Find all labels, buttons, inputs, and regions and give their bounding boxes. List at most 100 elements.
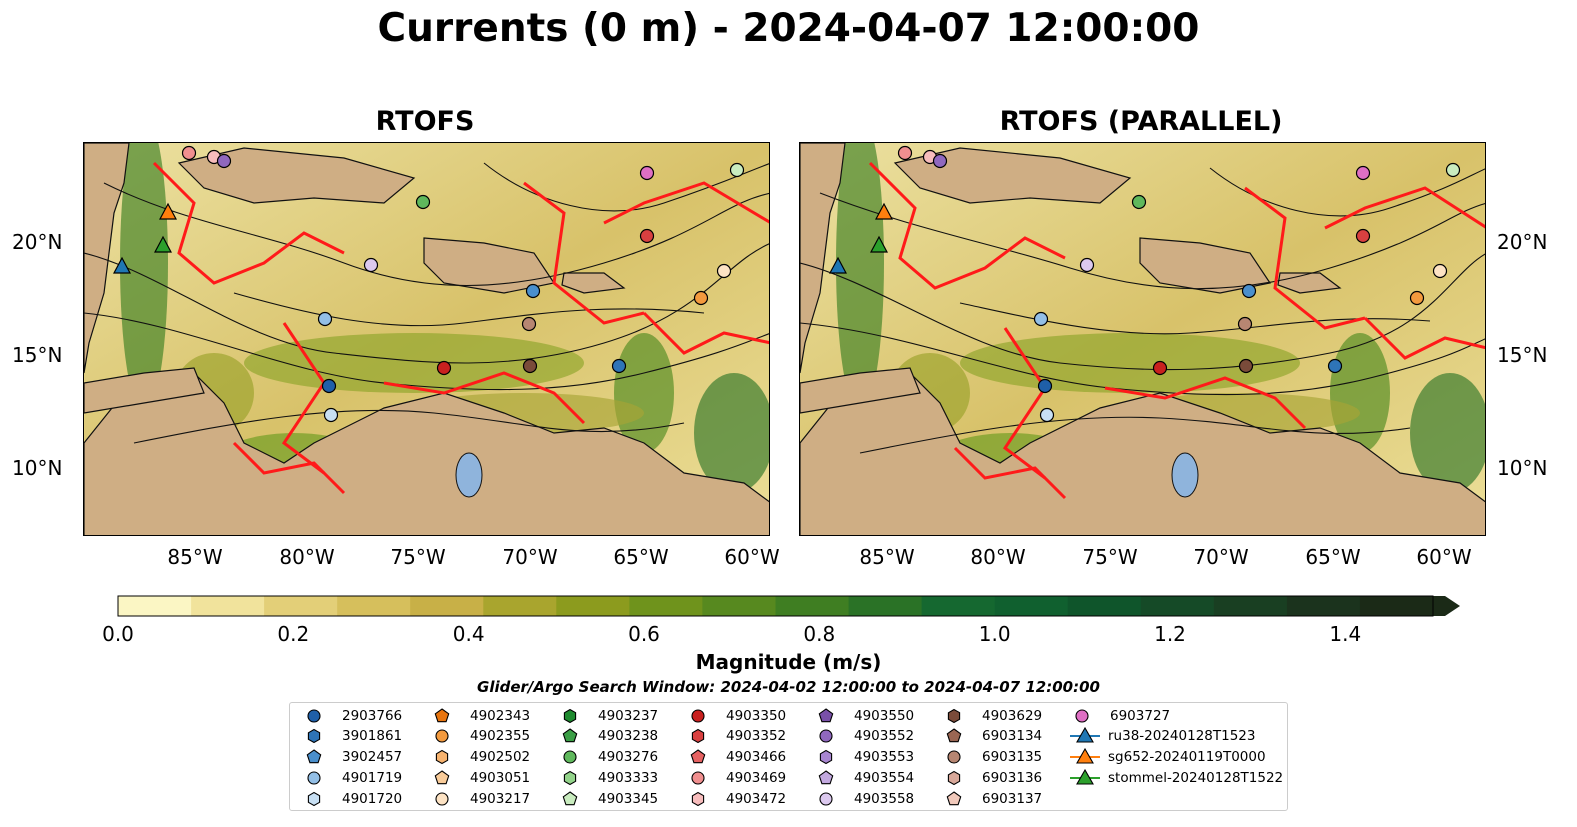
transect-line bbox=[642, 311, 769, 355]
legend-entry-label: 4903466 bbox=[726, 749, 787, 765]
circle-marker-icon bbox=[691, 709, 705, 723]
colorbar-cell bbox=[629, 596, 703, 616]
legend-entry-label: 4903629 bbox=[982, 708, 1043, 724]
legend-entry-label: 3901861 bbox=[342, 728, 403, 744]
legend-entry-label: 4902343 bbox=[470, 708, 531, 724]
hexagon-marker-icon bbox=[563, 708, 577, 724]
transect-line bbox=[1244, 186, 1366, 330]
circle-marker-icon bbox=[307, 709, 321, 723]
float-marker bbox=[1355, 228, 1371, 244]
legend-entry-label: 6903135 bbox=[982, 749, 1043, 765]
transect-line bbox=[152, 161, 345, 285]
legend-entry-label: 4903350 bbox=[726, 708, 787, 724]
transect-line bbox=[1324, 186, 1485, 230]
map-panel-rtofs[interactable] bbox=[83, 142, 770, 536]
legend-entry-label: 4903472 bbox=[726, 791, 787, 807]
legend-entry-label: 6903727 bbox=[1110, 708, 1171, 724]
streamline bbox=[859, 416, 1411, 454]
float-marker bbox=[729, 162, 745, 178]
hexagon-marker-icon bbox=[563, 770, 577, 786]
float-marker bbox=[1033, 311, 1049, 327]
float-marker bbox=[522, 358, 538, 374]
float-marker bbox=[1037, 378, 1053, 394]
circle-marker-icon bbox=[435, 729, 449, 743]
colorbar bbox=[117, 595, 1460, 617]
transect-line bbox=[383, 371, 586, 425]
float-marker bbox=[1445, 162, 1461, 178]
float-marker bbox=[693, 290, 709, 306]
colorbar-cell bbox=[337, 596, 411, 616]
lon-tick-label-right: 65°W bbox=[1305, 545, 1361, 569]
landmass bbox=[893, 147, 1132, 204]
circle-marker-icon bbox=[947, 750, 961, 764]
legend-entry-label: 4903550 bbox=[854, 708, 915, 724]
lon-tick-label-right: 75°W bbox=[1082, 545, 1138, 569]
map-canvas bbox=[800, 143, 1485, 535]
legend-entry-label: 4903333 bbox=[598, 770, 659, 786]
legend-entry-label: 4903238 bbox=[598, 728, 659, 744]
float-marker bbox=[1409, 290, 1425, 306]
glider-legend-icon bbox=[1070, 768, 1100, 785]
lon-tick-label-left: 75°W bbox=[390, 545, 446, 569]
map-canvas bbox=[84, 143, 769, 535]
landmass bbox=[800, 367, 921, 414]
colorbar-extend-arrow bbox=[1433, 596, 1460, 616]
legend-entry-label: 4903051 bbox=[470, 770, 531, 786]
colorbar-tick-label: 1.2 bbox=[1154, 622, 1186, 646]
glider-marker bbox=[829, 256, 847, 274]
colorbar-outline bbox=[117, 595, 1434, 617]
streamline bbox=[959, 302, 1431, 335]
colorbar-cell bbox=[410, 596, 484, 616]
speed-patch bbox=[836, 143, 884, 413]
lake bbox=[1171, 452, 1199, 498]
float-marker bbox=[323, 407, 339, 423]
float-marker bbox=[1355, 165, 1371, 181]
streamline bbox=[84, 312, 769, 391]
float-marker bbox=[897, 145, 913, 161]
streamline bbox=[233, 292, 705, 327]
float-marker bbox=[415, 194, 431, 210]
landmass bbox=[561, 272, 626, 294]
hexagon-marker-icon bbox=[947, 770, 961, 786]
lon-tick-label-left: 85°W bbox=[167, 545, 223, 569]
legend-entry-label: 4903237 bbox=[598, 708, 659, 724]
speed-patch bbox=[120, 143, 168, 413]
glider-marker bbox=[113, 256, 131, 274]
lon-tick-label-left: 70°W bbox=[502, 545, 558, 569]
float-marker bbox=[181, 145, 197, 161]
panel-title-rtofs-parallel: RTOFS (PARALLEL) bbox=[999, 106, 1283, 137]
transect-line bbox=[1104, 376, 1307, 430]
float-marker bbox=[1039, 407, 1055, 423]
lon-tick-label-right: 60°W bbox=[1416, 545, 1472, 569]
hexagon-marker-icon bbox=[947, 708, 961, 724]
pentagon-marker-icon bbox=[946, 791, 962, 806]
colorbar-tick-label: 0.4 bbox=[452, 622, 485, 646]
colorbar-cell bbox=[848, 596, 923, 616]
transect-line bbox=[953, 446, 1067, 500]
glider-marker bbox=[875, 202, 893, 220]
colorbar-cell bbox=[1359, 596, 1434, 616]
legend-entry-label: 4903558 bbox=[854, 791, 915, 807]
colorbar-tick-label: 0.2 bbox=[277, 622, 310, 646]
lat-tick-label-left: 20°N bbox=[12, 230, 63, 254]
colorbar-cell bbox=[921, 596, 996, 616]
lon-tick-label-left: 60°W bbox=[724, 545, 780, 569]
transect-line bbox=[603, 181, 769, 225]
lake bbox=[455, 452, 483, 498]
hexagon-marker-icon bbox=[819, 749, 833, 765]
glider-marker bbox=[154, 235, 172, 253]
map-panel-rtofs-parallel[interactable] bbox=[799, 142, 1486, 536]
float-marker bbox=[363, 257, 379, 273]
legend-entry-label: 2903766 bbox=[342, 708, 403, 724]
pentagon-marker-icon bbox=[690, 749, 706, 764]
speed-patch bbox=[1410, 373, 1485, 493]
lat-tick-label-left: 15°N bbox=[12, 343, 63, 367]
circle-marker-icon bbox=[819, 792, 833, 806]
speed-patch bbox=[244, 333, 584, 393]
legend-entry-label: 6903134 bbox=[982, 728, 1043, 744]
landmass bbox=[800, 143, 846, 374]
float-marker bbox=[436, 360, 452, 376]
float-marker bbox=[317, 311, 333, 327]
lat-tick-label-right: 15°N bbox=[1497, 343, 1548, 367]
pentagon-marker-icon bbox=[818, 708, 834, 723]
